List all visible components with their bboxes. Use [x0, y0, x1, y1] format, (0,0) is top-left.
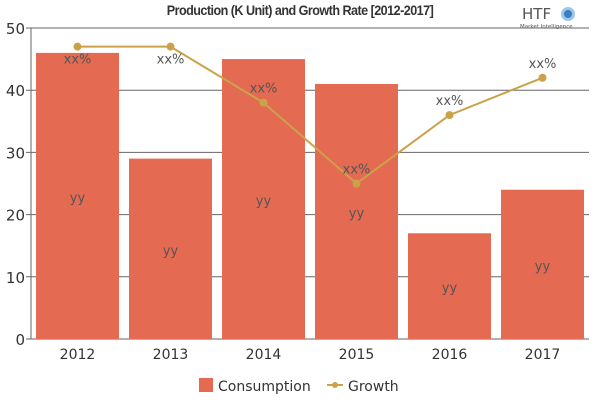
- growth-point-2014[interactable]: [259, 98, 268, 107]
- legend-consumption-label[interactable]: Consumption: [218, 379, 311, 395]
- growth-point-2013[interactable]: [166, 42, 175, 51]
- bar-consumption-2017[interactable]: [501, 189, 584, 339]
- x-tick-label: 2012: [60, 347, 96, 363]
- bar-consumption-2013[interactable]: [129, 158, 212, 339]
- growth-point-2016[interactable]: [445, 111, 454, 120]
- growth-line: [77, 45, 543, 185]
- y-tick-label: 50: [6, 20, 25, 38]
- chart-title: Production (K Unit) and Growth Rate [201…: [166, 2, 434, 18]
- bar-consumption-2016[interactable]: [408, 233, 491, 339]
- bar-consumption-2012[interactable]: [36, 52, 119, 339]
- legend-growth-label[interactable]: Growth: [348, 379, 399, 395]
- growth-data-label: xx%: [343, 163, 371, 178]
- growth-point-2017[interactable]: [538, 73, 547, 82]
- y-tick-label: 40: [6, 82, 25, 100]
- bar-consumption-2015[interactable]: [315, 83, 398, 339]
- bar-data-label: yy: [163, 244, 179, 259]
- growth-data-label: xx%: [250, 82, 278, 97]
- y-tick-label: 20: [6, 207, 25, 225]
- bar-data-label: yy: [535, 259, 551, 274]
- legend-consumption-swatch[interactable]: [199, 378, 213, 392]
- svg-text:HTF: HTF: [522, 5, 551, 23]
- bar-data-label: yy: [349, 206, 365, 221]
- legend-growth-marker: [332, 382, 338, 388]
- y-tick-label: 10: [6, 269, 25, 287]
- x-tick-label: 2014: [246, 347, 282, 363]
- growth-data-label: xx%: [529, 57, 557, 72]
- x-tick-label: 2017: [525, 347, 561, 363]
- bar-data-label: yy: [442, 281, 458, 296]
- y-tick-label: 0: [15, 331, 25, 349]
- htf-logo: HTF Market Intelligence: [520, 5, 575, 30]
- x-tick-label: 2013: [153, 347, 189, 363]
- x-tick-label: 2016: [432, 347, 468, 363]
- growth-point-2012[interactable]: [73, 42, 82, 51]
- growth-data-label: xx%: [157, 53, 185, 68]
- growth-point-2015[interactable]: [352, 179, 361, 188]
- growth-data-label: xx%: [64, 53, 92, 68]
- bar-data-label: yy: [70, 191, 86, 206]
- bar-data-label: yy: [256, 194, 272, 209]
- svg-text:Market Intelligence: Market Intelligence: [520, 24, 573, 30]
- growth-data-label: xx%: [436, 94, 464, 109]
- y-tick-label: 30: [6, 144, 25, 162]
- x-tick-label: 2015: [339, 347, 375, 363]
